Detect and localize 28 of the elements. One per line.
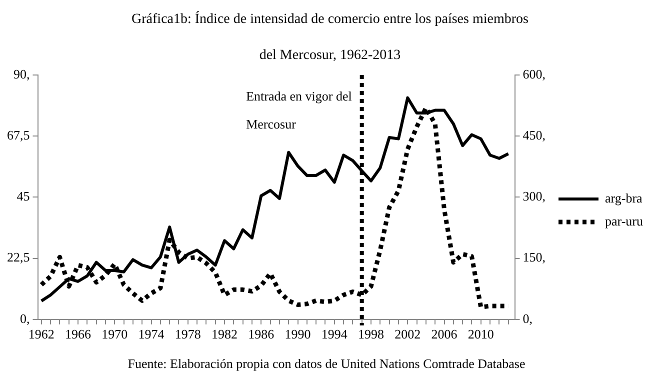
x-tick-label: 1966 — [65, 326, 92, 342]
legend-label: arg-bra — [605, 190, 643, 206]
legend-label: par-uru — [605, 213, 644, 228]
chart-title: Gráfica1b: Índice de intensidad de comercio entre los países miembros del Mercosur, 1962-2013 — [132, 12, 528, 63]
x-tick-label: 1974 — [138, 326, 165, 342]
x-tick-label: 1970 — [102, 326, 128, 342]
y-tick-label: 0, — [20, 310, 30, 326]
source-note: Fuente: Elaboración propia con datos de United Nations Comtrade Database — [126, 356, 526, 372]
y2-tick-label: 0, — [522, 310, 533, 326]
x-tick-label: 1998 — [358, 326, 384, 342]
x-tick-label: 1962 — [28, 326, 54, 342]
y-tick-label: 67,5 — [7, 128, 30, 143]
y2-tick-label: 600, — [522, 66, 546, 82]
x-tick-label: 1990 — [284, 326, 311, 342]
y-tick-label: 90, — [14, 66, 30, 82]
y2-tick-label: 300, — [522, 188, 546, 204]
x-tick-label: 2002 — [394, 326, 421, 342]
ref-line-label: Entrada en vigor del Mercosur — [246, 88, 352, 132]
x-tick-label: 1978 — [174, 326, 201, 342]
x-tick-label: 2010 — [468, 326, 494, 342]
y2-tick-label: 450, — [522, 128, 546, 143]
y-tick-label: 22,5 — [7, 250, 30, 265]
x-tick-label: 2006 — [431, 326, 458, 342]
x-tick-label: 1994 — [321, 326, 348, 342]
x-tick-label: 1982 — [212, 326, 238, 342]
x-tick-label: 1986 — [248, 326, 275, 342]
y-tick-label: 45 — [16, 188, 30, 204]
y2-tick-label: 150, — [522, 250, 546, 265]
